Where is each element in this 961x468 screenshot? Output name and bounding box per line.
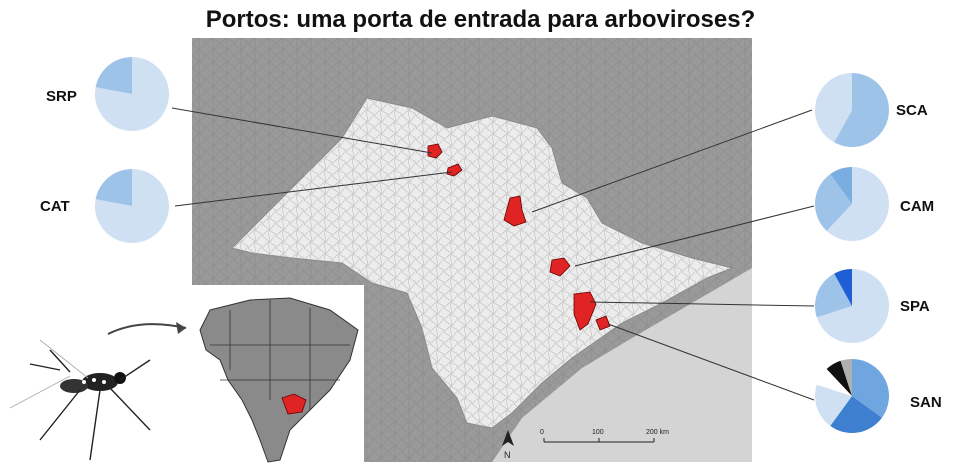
pie-slice: [830, 167, 852, 204]
pie-sca: [815, 73, 889, 147]
pie-slice: [830, 396, 882, 433]
scale-tick-200: 200 km: [646, 429, 669, 436]
municipality-sca: [503, 195, 527, 227]
pie-slice: [834, 73, 889, 147]
scale-bar: 0 100 200 km: [540, 429, 669, 443]
pie-slice: [815, 174, 852, 231]
pie-slice: [815, 73, 852, 143]
inset-sao-paulo: [281, 393, 307, 415]
pie-cat: [95, 169, 169, 243]
pie-san: [815, 359, 889, 433]
site-label-cat: CAT: [40, 198, 70, 215]
mosquito-icon: [9, 322, 187, 461]
pie-cam: [815, 167, 889, 241]
sea: [492, 268, 752, 462]
pie-slice: [834, 269, 852, 306]
municipality-san: [595, 315, 611, 331]
municipality-spa: [573, 291, 597, 331]
page-title: Portos: uma porta de entrada para arbovi…: [205, 6, 756, 33]
site-label-cam: CAM: [900, 198, 935, 215]
pie-slice: [826, 360, 852, 396]
sao-paulo-map: N 0 100 200 km: [192, 38, 752, 462]
site-label-sca: SCA: [896, 102, 928, 119]
brazil-map-icon: [199, 297, 359, 463]
arrow-icon: [107, 323, 187, 335]
pie-slice: [815, 273, 852, 318]
pie-spa: [815, 269, 889, 343]
pie-slice: [840, 359, 852, 396]
site-label-spa: SPA: [900, 298, 930, 315]
municipality-srp: [427, 143, 443, 159]
pie-slice: [815, 384, 852, 426]
municipality-cam: [549, 257, 571, 277]
pie-srp: [95, 57, 169, 131]
scale-tick-100: 100: [592, 429, 604, 436]
north-arrow-icon: N: [502, 430, 514, 460]
pie-slice: [852, 359, 889, 418]
pie-slice: [95, 57, 132, 94]
pie-slice: [816, 269, 889, 343]
pie-slice: [816, 369, 852, 396]
site-label-srp: SRP: [46, 88, 77, 105]
north-label: N: [504, 450, 511, 460]
site-label-san: SAN: [910, 394, 942, 411]
pie-slice: [826, 167, 889, 241]
scale-tick-0: 0: [540, 429, 544, 436]
pie-slice: [95, 169, 132, 206]
